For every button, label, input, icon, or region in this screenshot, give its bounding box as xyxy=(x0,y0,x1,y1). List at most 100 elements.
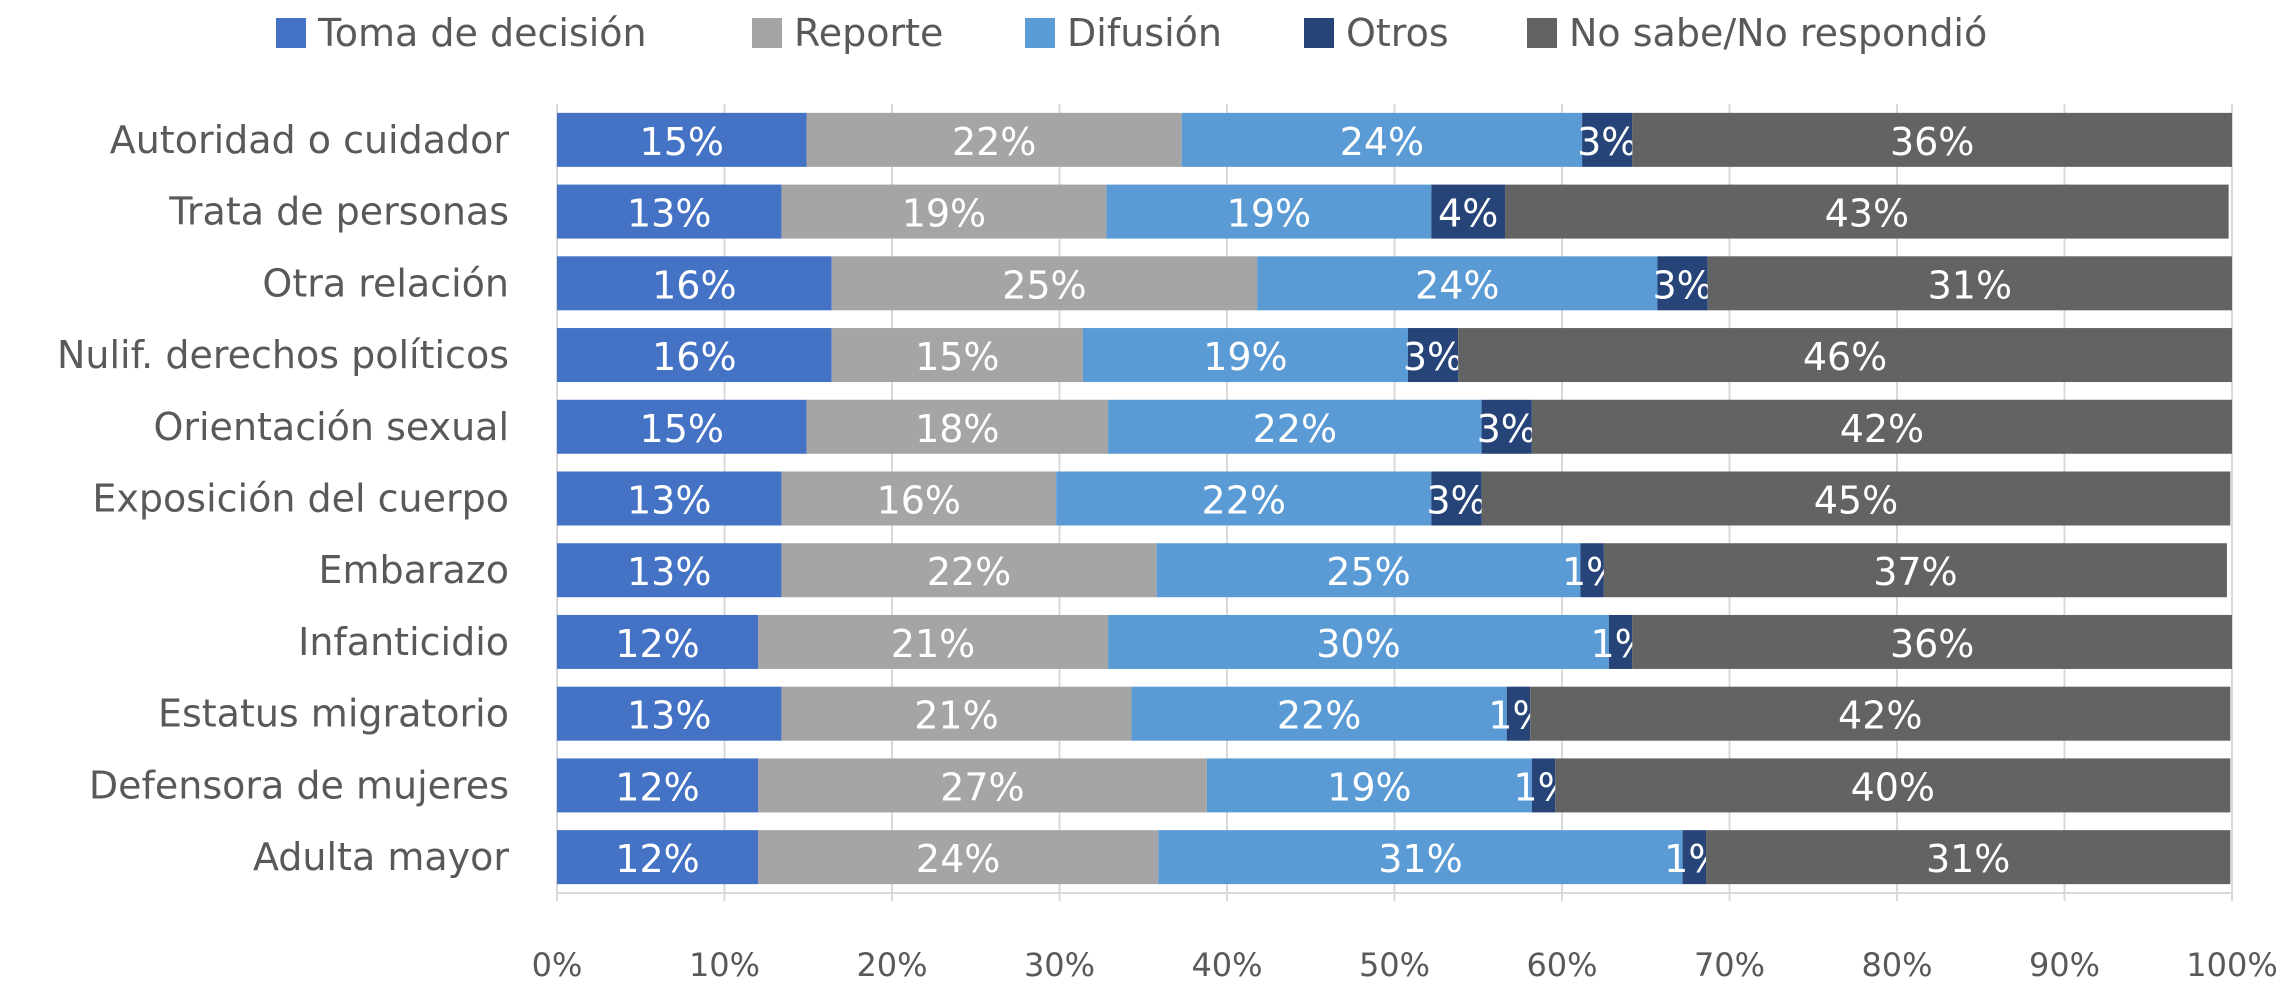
bar-segment xyxy=(781,686,1132,741)
bar-segment xyxy=(1682,830,1707,885)
bar-segment xyxy=(1657,256,1708,311)
x-tick-label: 40% xyxy=(1191,946,1262,981)
data-label: 24% xyxy=(916,837,1000,881)
data-label: 19% xyxy=(1203,335,1287,379)
bar-segment xyxy=(557,471,782,526)
bar-segment xyxy=(1108,614,1609,669)
bar-segment xyxy=(758,614,1109,669)
bar-segment xyxy=(1257,256,1658,311)
bar-segment xyxy=(557,758,758,813)
bar-segment xyxy=(557,614,758,669)
data-label: 36% xyxy=(1890,120,1974,164)
data-label: 27% xyxy=(940,765,1024,809)
bar-segment xyxy=(1706,830,2231,885)
category-label: Embarazo xyxy=(318,548,509,592)
x-tick-label: 70% xyxy=(1694,946,1765,981)
data-label: 19% xyxy=(1227,192,1311,236)
bar-segment xyxy=(1156,543,1581,598)
data-label: 37% xyxy=(1873,550,1957,594)
bar-segment xyxy=(1505,184,2229,239)
bar-segment xyxy=(806,399,1109,454)
category-label: Exposición del cuerpo xyxy=(92,477,509,521)
legend-swatch xyxy=(752,18,782,48)
bar-segment xyxy=(1131,686,1507,741)
data-label: 31% xyxy=(1926,837,2010,881)
data-label: 3% xyxy=(1477,407,1537,451)
data-label: 21% xyxy=(891,622,975,666)
legend-swatch xyxy=(1304,18,1334,48)
bar-segment xyxy=(1632,112,2232,167)
x-tick-label: 80% xyxy=(1861,946,1932,981)
bar-segment xyxy=(1181,112,1583,167)
data-label: 15% xyxy=(640,120,724,164)
bar-segment xyxy=(758,758,1207,813)
data-label: 30% xyxy=(1316,622,1400,666)
bar-segment xyxy=(557,328,832,383)
data-label: 13% xyxy=(627,550,711,594)
data-label: 22% xyxy=(1253,407,1337,451)
data-label: 22% xyxy=(952,120,1036,164)
bar-segment xyxy=(1531,399,2232,454)
category-label: Adulta mayor xyxy=(253,835,509,879)
data-label: 31% xyxy=(1378,837,1462,881)
data-label: 19% xyxy=(1327,765,1411,809)
bar-segment xyxy=(557,686,782,741)
legend-label: Otros xyxy=(1346,11,1449,55)
legend-swatch xyxy=(276,18,306,48)
data-label: 24% xyxy=(1340,120,1424,164)
category-label: Trata de personas xyxy=(168,190,509,234)
bar-segment xyxy=(1082,328,1408,383)
data-label: 15% xyxy=(640,407,724,451)
bar-segment xyxy=(831,328,1083,383)
bar-segment xyxy=(1530,686,2231,741)
bar-segment xyxy=(1531,758,1556,813)
bar-segment xyxy=(557,830,758,885)
bar-segment xyxy=(1481,471,2231,526)
data-label: 3% xyxy=(1426,479,1486,523)
bar-segment xyxy=(1431,471,1482,526)
bar-segment xyxy=(1481,399,1532,454)
x-tick-label: 90% xyxy=(2029,946,2100,981)
bar-segment xyxy=(781,471,1057,526)
bar-segment xyxy=(1707,256,2232,311)
data-label: 3% xyxy=(1652,263,1712,307)
bar-segment xyxy=(1555,758,2231,813)
x-tick-label: 20% xyxy=(856,946,927,981)
bar-segment xyxy=(758,830,1159,885)
bar-segment xyxy=(557,112,807,167)
data-label: 36% xyxy=(1890,622,1974,666)
x-tick-label: 50% xyxy=(1359,946,1430,981)
bar-segment xyxy=(806,112,1182,167)
bar-segment xyxy=(557,184,782,239)
bar-segment xyxy=(557,399,807,454)
data-label: 43% xyxy=(1825,192,1909,236)
data-label: 31% xyxy=(1928,263,2012,307)
legend-swatch xyxy=(1527,18,1557,48)
bar-segment xyxy=(1580,543,1604,598)
legend-label: Toma de decisión xyxy=(317,11,647,55)
bar-segment xyxy=(1608,614,1633,669)
data-label: 22% xyxy=(1202,479,1286,523)
data-label: 18% xyxy=(915,407,999,451)
bar-segment xyxy=(1158,830,1683,885)
bar-segment xyxy=(557,543,782,598)
data-label: 45% xyxy=(1814,479,1898,523)
data-label: 19% xyxy=(902,192,986,236)
x-tick-label: 10% xyxy=(689,946,760,981)
data-label: 22% xyxy=(1277,694,1361,738)
bar-segment xyxy=(1056,471,1432,526)
data-label: 21% xyxy=(914,694,998,738)
category-label: Infanticidio xyxy=(298,620,509,664)
data-label: 16% xyxy=(877,479,961,523)
bar-segment xyxy=(1407,328,1459,383)
bar-segment xyxy=(781,543,1157,598)
data-label: 3% xyxy=(1403,335,1463,379)
bar-segment xyxy=(557,256,832,311)
bar-segment xyxy=(1431,184,1506,239)
category-label: Nulif. derechos políticos xyxy=(57,333,509,377)
data-label: 25% xyxy=(1326,550,1410,594)
data-label: 3% xyxy=(1577,120,1637,164)
bar-segment xyxy=(1603,543,2227,598)
data-label: 40% xyxy=(1851,765,1935,809)
